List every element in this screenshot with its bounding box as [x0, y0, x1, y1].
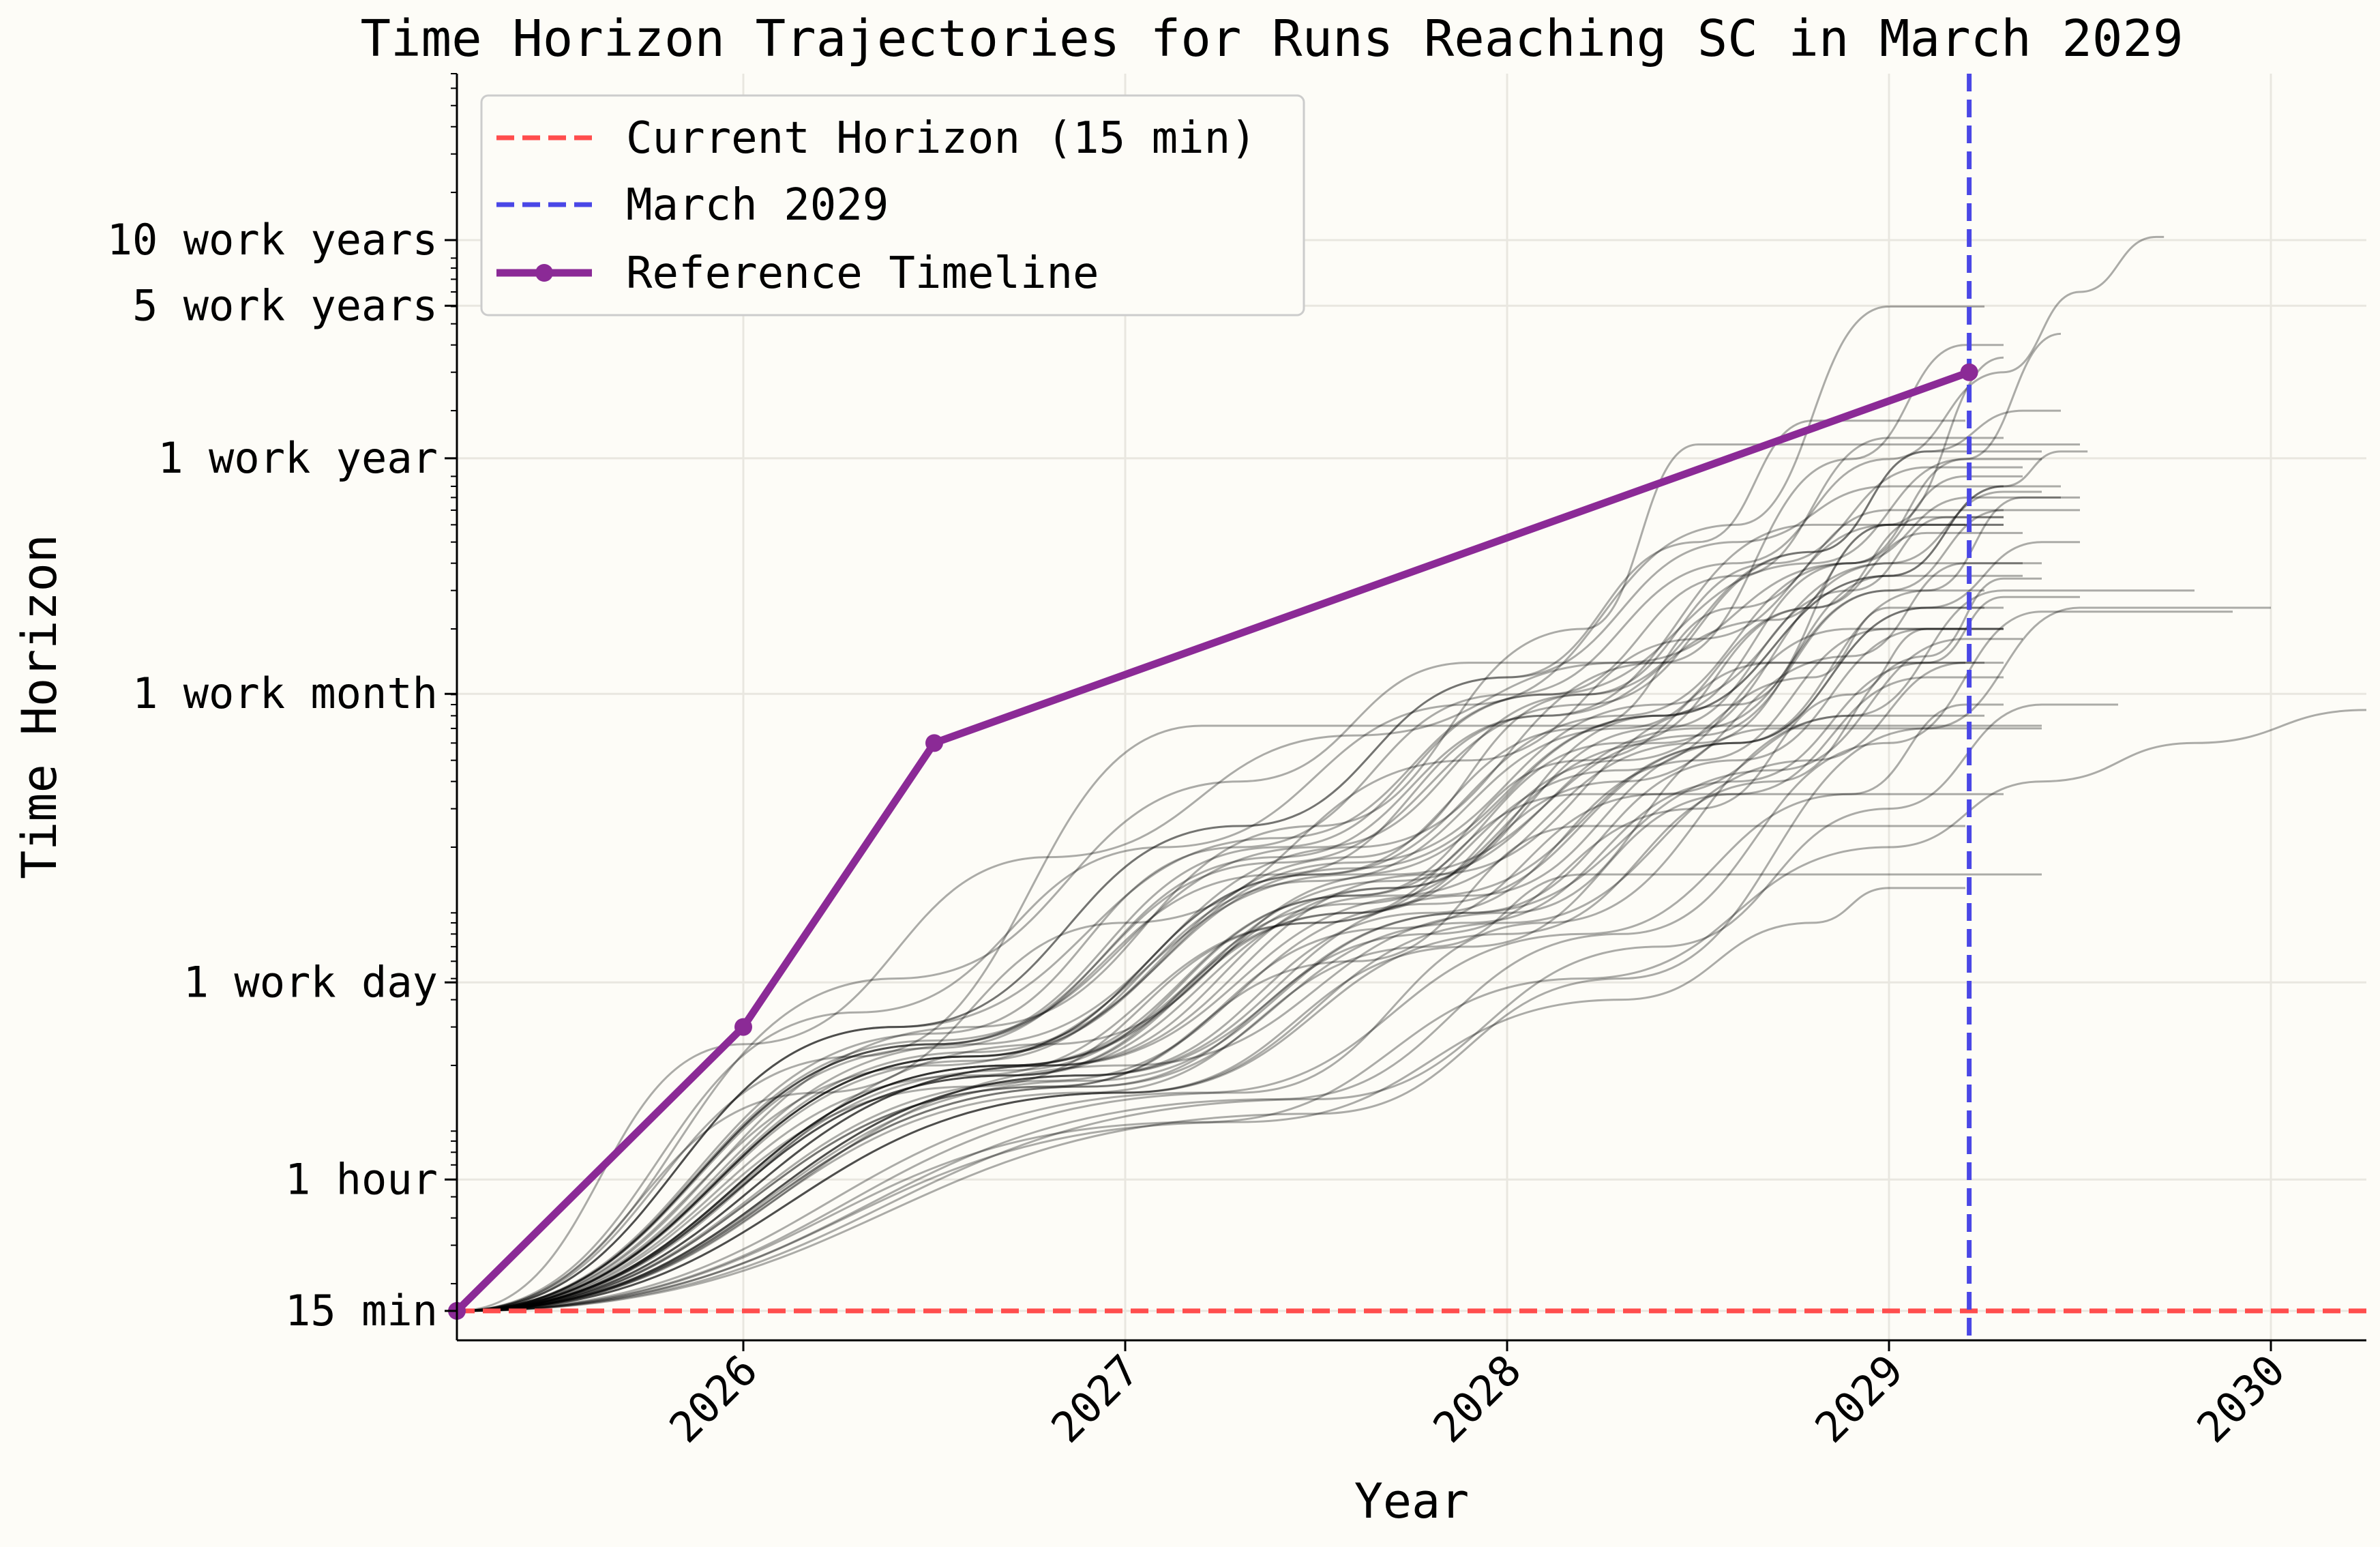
reference-point-2 — [925, 734, 943, 752]
y-tick-label-0: 15 min — [285, 1286, 438, 1336]
trajectory-line-12 — [457, 589, 1984, 1312]
axes — [456, 74, 2366, 1342]
trajectory-line-35 — [457, 516, 2004, 1312]
trajectory-line-23 — [457, 589, 2195, 1312]
legend: Current Horizon (15 min) March 2029 Refe… — [480, 94, 1305, 316]
trajectory-line-20 — [457, 703, 2118, 1312]
trajectory-line-24 — [457, 458, 2042, 1312]
trajectory-line-15 — [457, 676, 2004, 1312]
trajectory-line-11 — [457, 662, 1984, 1312]
trajectory-line-39 — [457, 235, 2165, 1312]
trajectory-line-26 — [457, 305, 1984, 1312]
y-tick-label-6: 10 work years — [107, 215, 438, 265]
trajectory-line-48 — [457, 577, 2042, 1312]
trajectory-line-16 — [457, 793, 2004, 1312]
trajectory-line-50 — [457, 887, 1965, 1312]
trajectory-line-57 — [457, 662, 2004, 1312]
y-tick-label-2: 1 work day — [183, 957, 438, 1007]
trajectory-line-8 — [457, 628, 1965, 1312]
legend-label-current-horizon: Current Horizon (15 min) — [626, 113, 1257, 164]
trajectory-line-43 — [457, 419, 1965, 1312]
trajectory-line-47 — [457, 509, 2080, 1312]
trajectory-line-55 — [457, 516, 2004, 1312]
trajectory-line-49 — [457, 709, 2366, 1312]
trajectory-line-28 — [457, 356, 2004, 1312]
trajectory-line-45 — [457, 541, 2080, 1312]
trajectory-line-53 — [457, 606, 1984, 1312]
trajectory-line-17 — [457, 825, 1965, 1312]
chart-title: Time Horizon Trajectories for Runs Reach… — [360, 10, 2183, 68]
trajectory-line-18 — [457, 873, 2042, 1312]
reference-timeline — [448, 363, 1978, 1320]
reference-point-1 — [734, 1018, 752, 1036]
legend-box — [480, 94, 1305, 316]
trajectory-line-44 — [457, 595, 2080, 1312]
trajectory-line-6 — [457, 574, 2023, 1312]
trajectory-line-27 — [457, 344, 2004, 1312]
trajectory-line-29 — [457, 466, 2023, 1312]
trajectory-line-0 — [457, 496, 2080, 1312]
trajectory-line-38 — [457, 531, 2023, 1312]
y-tick-label-1: 1 hour — [285, 1154, 438, 1204]
trajectory-line-1 — [457, 523, 2004, 1312]
trajectory-line-2 — [457, 724, 2042, 1312]
trajectory-line-36 — [457, 628, 2004, 1312]
trajectory-line-21 — [457, 610, 2233, 1312]
x-axis-label: Year — [1354, 1473, 1470, 1529]
reference-point-3 — [1960, 363, 1978, 381]
trajectory-line-34 — [457, 450, 2042, 1312]
y-tick-label-3: 1 work month — [132, 668, 438, 718]
trajectory-line-10 — [457, 638, 2023, 1312]
trajectory-line-9 — [457, 606, 2004, 1312]
legend-marker-reference — [535, 264, 553, 282]
trajectory-line-41 — [457, 409, 2061, 1312]
trajectory-line-22 — [457, 606, 2271, 1312]
trajectory-line-13 — [457, 727, 2042, 1312]
trajectory-line-52 — [457, 714, 1984, 1312]
trajectory-line-31 — [457, 496, 2061, 1312]
trajectory-line-32 — [457, 475, 2023, 1312]
trajectory-lines — [457, 235, 2366, 1312]
trajectory-line-56 — [457, 628, 2004, 1312]
trajectory-line-30 — [457, 485, 2061, 1312]
trajectory-line-42 — [457, 450, 2088, 1312]
y-tick-label-4: 1 work year — [158, 433, 438, 483]
trajectory-line-7 — [457, 562, 2042, 1312]
trajectory-line-46 — [457, 490, 2042, 1312]
trajectory-line-25 — [457, 437, 2004, 1312]
trajectory-line-4 — [457, 523, 2004, 1312]
trajectory-line-14 — [457, 562, 2023, 1312]
trajectory-line-40 — [457, 332, 2062, 1312]
reference-lines — [457, 74, 2366, 1340]
legend-label-reference: Reference Timeline — [626, 248, 1099, 299]
trajectory-line-37 — [457, 509, 2004, 1312]
trajectory-line-51 — [457, 628, 2004, 1312]
trajectory-line-3 — [457, 662, 1965, 1312]
trajectory-line-54 — [457, 523, 1965, 1312]
legend-label-sc-date: March 2029 — [626, 180, 889, 231]
trajectory-line-5 — [457, 443, 2080, 1312]
y-axis-label: Time Horizon — [12, 534, 68, 879]
y-tick-label-5: 5 work years — [132, 280, 438, 330]
trajectory-line-19 — [457, 703, 2004, 1312]
reference-line — [454, 368, 1971, 1314]
trajectory-line-33 — [457, 485, 2004, 1312]
